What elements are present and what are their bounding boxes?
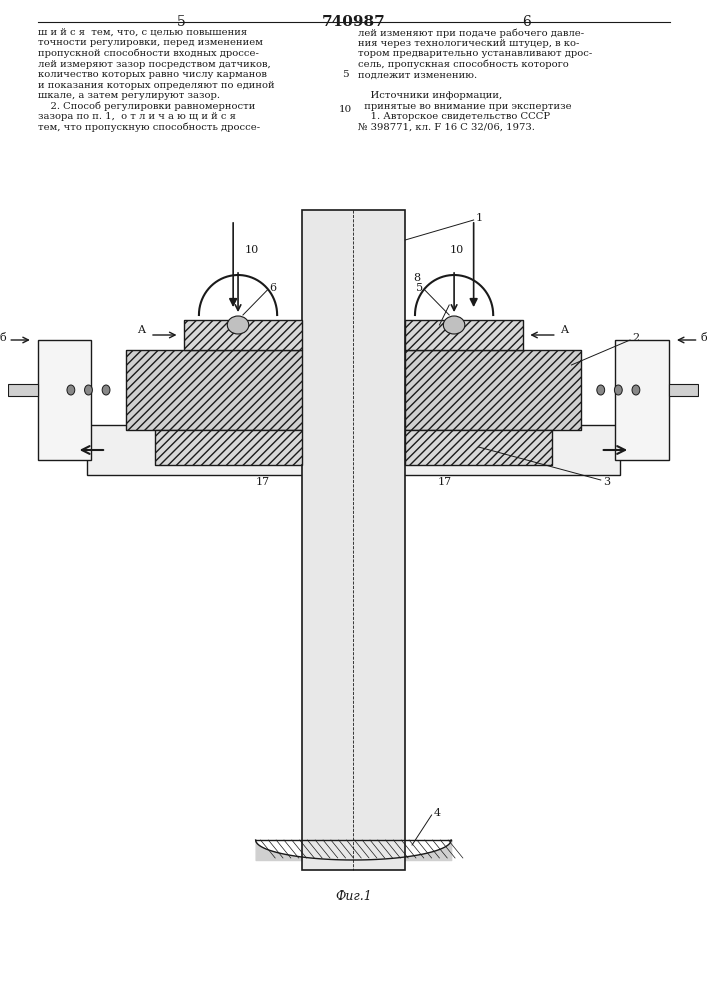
Bar <box>155 430 302 465</box>
Ellipse shape <box>614 385 622 395</box>
Text: ш и й с я  тем, что, с целью повышения
точности регулировки, перед изменением
пр: ш и й с я тем, что, с целью повышения то… <box>37 28 274 132</box>
Text: A: A <box>560 325 568 335</box>
Bar <box>405 350 581 430</box>
Text: 6: 6 <box>269 283 276 293</box>
Ellipse shape <box>67 385 75 395</box>
Text: 10: 10 <box>339 105 352 114</box>
Text: 5: 5 <box>342 70 349 79</box>
Text: б: б <box>0 333 6 343</box>
Text: 17: 17 <box>437 477 451 487</box>
Bar <box>185 320 302 350</box>
Text: 17: 17 <box>255 477 269 487</box>
Bar <box>405 430 552 465</box>
Bar <box>302 210 405 870</box>
Bar <box>126 350 302 430</box>
Text: 5: 5 <box>416 283 423 293</box>
Text: 2: 2 <box>632 333 639 343</box>
Text: A: A <box>137 325 145 335</box>
Bar <box>155 430 302 465</box>
Ellipse shape <box>443 316 464 334</box>
Text: 8: 8 <box>414 273 421 283</box>
Ellipse shape <box>632 385 640 395</box>
Text: 5: 5 <box>177 15 186 29</box>
Text: 6: 6 <box>522 15 531 29</box>
Text: Фиг.1: Фиг.1 <box>335 890 372 903</box>
Ellipse shape <box>0 381 7 399</box>
Text: 3: 3 <box>602 477 610 487</box>
Text: б: б <box>701 333 707 343</box>
Bar <box>37 340 91 460</box>
Ellipse shape <box>227 316 249 334</box>
Bar <box>405 430 552 465</box>
Bar <box>126 350 302 430</box>
Bar <box>669 384 699 396</box>
Text: 4: 4 <box>433 808 440 818</box>
Text: 10: 10 <box>245 245 259 255</box>
Ellipse shape <box>597 385 604 395</box>
Text: 1: 1 <box>476 213 483 223</box>
Bar <box>405 320 522 350</box>
Bar <box>185 320 302 350</box>
Bar <box>8 384 37 396</box>
Text: 10: 10 <box>449 245 464 255</box>
Bar <box>405 350 581 430</box>
Text: 740987: 740987 <box>322 15 385 29</box>
Ellipse shape <box>85 385 93 395</box>
Text: лей изменяют при подаче рабочего давле-
ния через технологический штуцер, в ко-
: лей изменяют при подаче рабочего давле- … <box>358 28 592 132</box>
Bar <box>405 320 522 350</box>
Ellipse shape <box>699 381 707 399</box>
Bar <box>615 340 669 460</box>
Bar <box>86 425 620 475</box>
Ellipse shape <box>102 385 110 395</box>
